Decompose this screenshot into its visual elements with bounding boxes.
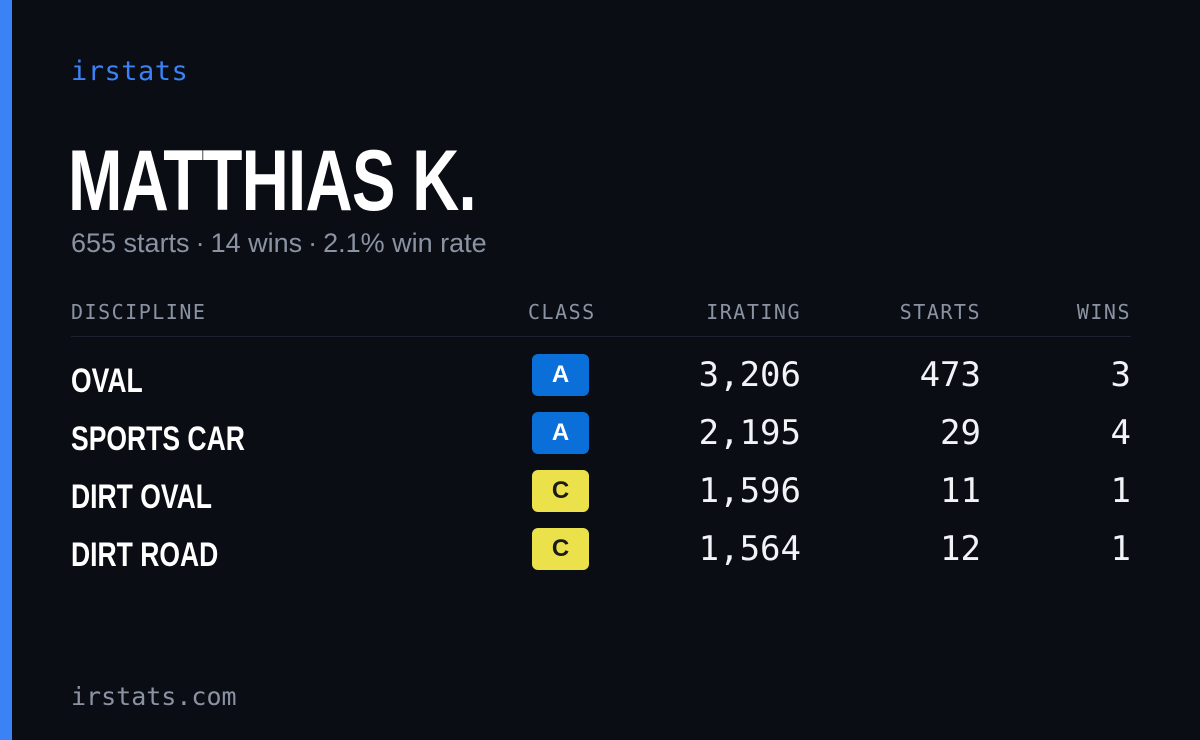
separator: · [195,228,205,258]
discipline-name: SPORTS CAR [71,420,245,458]
class-badge: C [532,528,589,570]
brand-logo: irstats [71,56,189,87]
irating-value: 3,206 [698,355,801,395]
starts-count: 655 starts [71,228,190,258]
separator: · [308,228,318,258]
wins-value: 1 [1110,529,1131,569]
class-badge: A [532,354,589,396]
header-class: CLASS [528,300,596,324]
driver-summary: 655 starts · 14 wins · 2.1% win rate [71,228,487,259]
wins-count: 14 wins [210,228,303,258]
accent-bar [0,0,12,740]
wins-value: 1 [1110,471,1131,511]
starts-value: 11 [940,471,981,511]
table-row: OVAL A 3,206 473 3 [71,352,1131,410]
wins-value: 3 [1110,355,1131,395]
class-badge: A [532,412,589,454]
header-irating: IRATING [706,300,801,324]
driver-name: MATTHIAS K. [68,133,477,229]
footer-url: irstats.com [71,682,237,711]
starts-value: 29 [940,413,981,453]
table-row: DIRT OVAL C 1,596 11 1 [71,468,1131,526]
wins-value: 4 [1110,413,1131,453]
header-starts: STARTS [899,300,981,324]
discipline-table: OVAL A 3,206 473 3 SPORTS CAR A 2,195 29… [71,352,1131,584]
table-header: DISCIPLINE CLASS IRATING STARTS WINS [71,300,1131,337]
discipline-name: OVAL [71,362,143,400]
irating-value: 1,564 [698,529,801,569]
table-row: DIRT ROAD C 1,564 12 1 [71,526,1131,584]
table-row: SPORTS CAR A 2,195 29 4 [71,410,1131,468]
discipline-name: DIRT OVAL [71,478,212,516]
starts-value: 473 [919,355,981,395]
starts-value: 12 [940,529,981,569]
header-wins: WINS [1076,300,1131,324]
discipline-name: DIRT ROAD [71,536,219,574]
header-discipline: DISCIPLINE [71,300,207,324]
class-badge: C [532,470,589,512]
irating-value: 2,195 [698,413,801,453]
irating-value: 1,596 [698,471,801,511]
win-rate: 2.1% win rate [323,228,487,258]
